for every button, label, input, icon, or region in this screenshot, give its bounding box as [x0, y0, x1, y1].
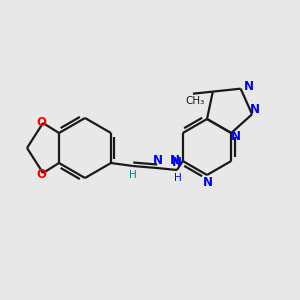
Text: H: H: [129, 170, 137, 180]
Text: N: N: [244, 80, 254, 93]
Text: O: O: [36, 116, 46, 128]
Text: N: N: [250, 103, 260, 116]
Text: CH₃: CH₃: [185, 96, 205, 106]
Text: O: O: [36, 167, 46, 181]
Text: N: N: [153, 154, 163, 167]
Text: N: N: [170, 154, 180, 166]
Text: N: N: [231, 130, 241, 142]
Text: N: N: [203, 176, 213, 190]
Text: H: H: [174, 173, 182, 183]
Text: N: N: [172, 157, 182, 169]
